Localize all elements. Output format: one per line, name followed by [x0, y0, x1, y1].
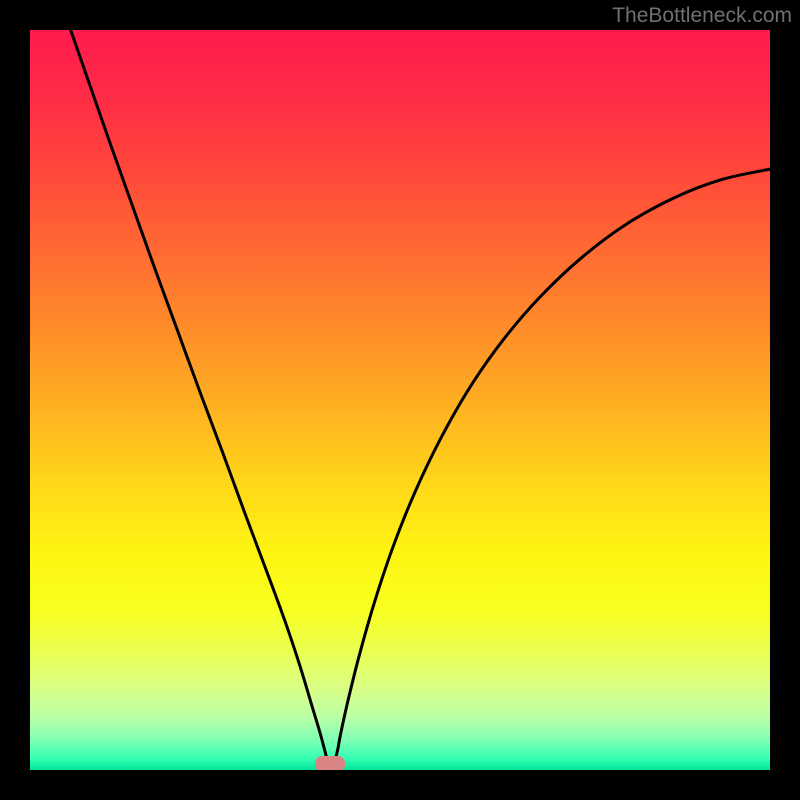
v-curve: [30, 30, 770, 770]
minimum-marker: [315, 756, 345, 770]
watermark-text: TheBottleneck.com: [612, 4, 792, 28]
plot-area: [30, 30, 770, 770]
chart-container: TheBottleneck.com: [0, 0, 800, 800]
